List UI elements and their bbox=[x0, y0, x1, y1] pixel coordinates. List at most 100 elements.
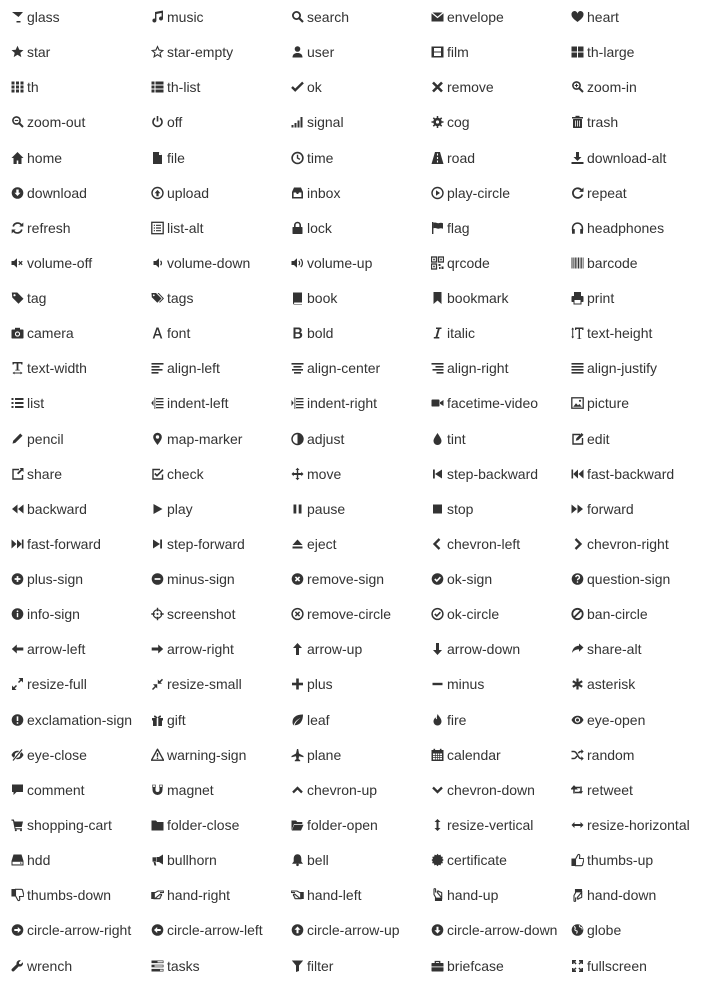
icon-item-plane: plane bbox=[291, 745, 341, 765]
icon-label: resize-small bbox=[167, 676, 242, 693]
random-icon bbox=[571, 748, 584, 762]
icon-item-fast-forward: fast-forward bbox=[11, 534, 101, 554]
icon-label: italic bbox=[447, 325, 476, 342]
chevron-right-icon bbox=[571, 537, 584, 551]
icon-label: star bbox=[27, 44, 51, 61]
repeat-icon bbox=[571, 186, 584, 200]
icon-item-signal: signal bbox=[291, 112, 344, 132]
circle-arrow-up-icon bbox=[291, 923, 304, 937]
icon-label: eye-open bbox=[587, 711, 646, 728]
icon-item-edit: edit bbox=[571, 429, 610, 449]
icon-item-fullscreen: fullscreen bbox=[571, 956, 647, 976]
icon-item-list: list bbox=[11, 393, 44, 413]
icon-item-remove-sign: remove-sign bbox=[291, 569, 384, 589]
icon-label: gift bbox=[167, 711, 186, 728]
icon-item-gift: gift bbox=[151, 710, 186, 730]
icon-label: refresh bbox=[27, 219, 71, 236]
question-sign-icon bbox=[571, 572, 584, 586]
volume-up-icon bbox=[291, 256, 304, 270]
icon-item-tag: tag bbox=[11, 288, 46, 308]
book-icon bbox=[291, 291, 304, 305]
icon-item-barcode: barcode bbox=[571, 253, 638, 273]
icon-label: inbox bbox=[307, 184, 341, 201]
icon-item-ok: ok bbox=[291, 77, 322, 97]
icon-item-arrow-left: arrow-left bbox=[11, 639, 85, 659]
icon-item-ban-circle: ban-circle bbox=[571, 604, 648, 624]
icon-item-briefcase: briefcase bbox=[431, 956, 504, 976]
icon-item-home: home bbox=[11, 148, 62, 168]
signal-icon bbox=[291, 115, 304, 129]
icon-label: hand-down bbox=[587, 887, 657, 904]
facetime-video-icon bbox=[431, 396, 444, 410]
icon-item-calendar: calendar bbox=[431, 745, 501, 765]
icon-label: hand-left bbox=[307, 887, 362, 904]
icon-label: resize-vertical bbox=[447, 816, 534, 833]
icon-label: circle-arrow-right bbox=[27, 922, 132, 939]
print-icon bbox=[571, 291, 584, 305]
icon-label: volume-down bbox=[167, 254, 251, 271]
icon-label: time bbox=[307, 149, 334, 166]
icon-item-print: print bbox=[571, 288, 614, 308]
upload-icon bbox=[151, 186, 164, 200]
icon-item-chevron-down: chevron-down bbox=[431, 780, 535, 800]
icon-label: minus bbox=[447, 676, 485, 693]
icon-label: font bbox=[167, 325, 191, 342]
plane-icon bbox=[291, 748, 304, 762]
icon-item-question-sign: question-sign bbox=[571, 569, 670, 589]
icon-label: certificate bbox=[447, 852, 507, 869]
icon-item-stop: stop bbox=[431, 499, 473, 519]
circle-arrow-right-icon bbox=[11, 923, 24, 937]
ban-circle-icon bbox=[571, 607, 584, 621]
align-center-icon bbox=[291, 361, 304, 375]
align-left-icon bbox=[151, 361, 164, 375]
folder-open-icon bbox=[291, 818, 304, 832]
icon-label: warning-sign bbox=[167, 746, 247, 763]
icon-label: zoom-out bbox=[27, 114, 86, 131]
icon-item-info-sign: info-sign bbox=[11, 604, 80, 624]
icon-label: align-justify bbox=[587, 360, 658, 377]
icon-label: ok-sign bbox=[447, 571, 493, 588]
icon-item-cog: cog bbox=[431, 112, 470, 132]
icon-item-chevron-right: chevron-right bbox=[571, 534, 669, 554]
resize-vertical-icon bbox=[431, 818, 444, 832]
icon-item-remove-circle: remove-circle bbox=[291, 604, 391, 624]
icon-label: zoom-in bbox=[587, 79, 637, 96]
icon-label: ok bbox=[307, 79, 322, 96]
icon-label: eye-close bbox=[27, 746, 87, 763]
icon-label: barcode bbox=[587, 254, 638, 271]
bookmark-icon bbox=[431, 291, 444, 305]
icon-label: fire bbox=[447, 711, 467, 728]
chevron-up-icon bbox=[291, 783, 304, 797]
stop-icon bbox=[431, 502, 444, 516]
icon-label: magnet bbox=[167, 781, 214, 798]
indent-left-icon bbox=[151, 396, 164, 410]
icon-item-exclamation-sign: exclamation-sign bbox=[11, 710, 132, 730]
icon-label: chevron-right bbox=[587, 535, 669, 552]
icon-label: move bbox=[307, 465, 342, 482]
icon-label: book bbox=[307, 290, 338, 307]
icon-item-align-right: align-right bbox=[431, 358, 508, 378]
icon-label: hand-up bbox=[447, 887, 499, 904]
qrcode-icon bbox=[431, 256, 444, 270]
time-icon bbox=[291, 151, 304, 165]
icon-item-tasks: tasks bbox=[151, 956, 200, 976]
icon-item-resize-horizontal: resize-horizontal bbox=[571, 815, 690, 835]
icon-label: road bbox=[447, 149, 476, 166]
icon-label: text-height bbox=[587, 325, 653, 342]
icon-item-leaf: leaf bbox=[291, 710, 330, 730]
fullscreen-icon bbox=[571, 959, 584, 973]
hand-down-icon bbox=[571, 888, 584, 903]
play-icon bbox=[151, 502, 164, 516]
icon-item-star-empty: star-empty bbox=[151, 42, 233, 62]
camera-icon bbox=[11, 326, 24, 340]
icon-label: tag bbox=[27, 290, 47, 307]
icon-label: camera bbox=[27, 325, 74, 342]
align-justify-icon bbox=[571, 361, 584, 375]
icon-item-map-marker: map-marker bbox=[151, 429, 242, 449]
film-icon bbox=[431, 45, 444, 59]
icon-item-trash: trash bbox=[571, 112, 618, 132]
icon-item-circle-arrow-up: circle-arrow-up bbox=[291, 920, 400, 940]
file-icon bbox=[151, 151, 164, 165]
icon-item-camera: camera bbox=[11, 323, 74, 343]
